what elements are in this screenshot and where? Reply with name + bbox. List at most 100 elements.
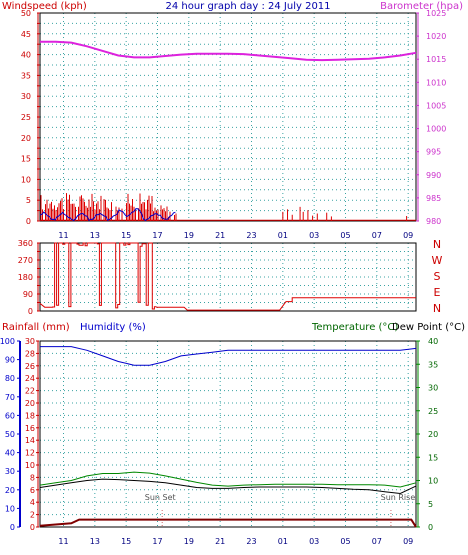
dew-point-axis-label: Dew Point (°C) xyxy=(392,322,465,333)
y-tick-label-windspeed: 10 xyxy=(21,175,31,184)
y-tick-label-windspeed: 25 xyxy=(21,113,31,122)
y-tick-label-barometer: 1005 xyxy=(426,101,446,110)
y-tick-label-temperature: 0 xyxy=(428,523,433,532)
humidity-line xyxy=(40,346,417,366)
x-tick-label-temp: 05 xyxy=(340,537,350,546)
compass-label: E xyxy=(434,286,441,299)
humidity-axis-label: Humidity (%) xyxy=(80,322,146,333)
x-tick-label-wind: 19 xyxy=(184,231,194,240)
compass-label: N xyxy=(433,238,441,251)
x-tick-label-temp: 23 xyxy=(246,537,256,546)
x-tick-label-temp: 07 xyxy=(372,537,382,546)
y-tick-label-rainfall: 18 xyxy=(25,411,35,420)
y-tick-label-windspeed: 35 xyxy=(21,71,31,80)
sunset-label: Sun Set xyxy=(145,493,176,502)
y-tick-label-rainfall: 6 xyxy=(30,486,35,495)
y-tick-label-humidity: 40 xyxy=(5,449,15,458)
y-tick-label-temperature: 5 xyxy=(428,500,433,509)
y-tick-label-direction: 0 xyxy=(28,307,33,316)
barometer-axis-label: Barometer (hpa) xyxy=(380,1,463,12)
y-tick-label-rainfall: 12 xyxy=(25,449,35,458)
rainfall-axis-label: Rainfall (mm) xyxy=(2,322,70,333)
y-tick-label-temperature: 15 xyxy=(428,453,438,462)
y-tick-label-rainfall: 20 xyxy=(25,399,35,408)
y-tick-label-windspeed: 20 xyxy=(21,134,31,143)
y-tick-label-humidity: 10 xyxy=(5,504,15,513)
temperature-axis-label: Temperature (°C) xyxy=(311,322,398,333)
x-tick-label-temp: 11 xyxy=(58,537,68,546)
y-tick-label-windspeed: 45 xyxy=(21,30,31,39)
x-tick-label-wind: 23 xyxy=(246,231,256,240)
y-tick-label-temperature: 35 xyxy=(428,360,438,369)
x-tick-label-wind: 21 xyxy=(215,231,225,240)
y-tick-label-humidity: 30 xyxy=(5,467,15,476)
y-tick-label-barometer: 1020 xyxy=(426,32,446,41)
y-tick-label-direction: 270 xyxy=(18,256,33,265)
y-tick-label-temperature: 30 xyxy=(428,384,438,393)
y-tick-label-barometer: 1000 xyxy=(426,125,446,134)
rainfall-line xyxy=(39,518,417,528)
y-tick-label-windspeed: 30 xyxy=(21,92,31,101)
temperature-line xyxy=(39,471,417,488)
x-tick-label-wind: 09 xyxy=(403,231,413,240)
y-tick-label-barometer: 990 xyxy=(426,171,441,180)
y-tick-label-rainfall: 8 xyxy=(30,473,35,482)
wind-gust-series xyxy=(40,193,408,221)
y-tick-label-rainfall: 14 xyxy=(25,436,35,445)
x-tick-label-wind: 13 xyxy=(90,231,100,240)
y-tick-label-windspeed: 50 xyxy=(21,9,31,18)
y-tick-label-humidity: 80 xyxy=(5,374,15,383)
y-tick-label-rainfall: 28 xyxy=(25,349,35,358)
y-tick-label-temperature: 25 xyxy=(428,407,438,416)
sunrise-label: Sun Rise xyxy=(381,493,416,502)
y-tick-label-windspeed: 15 xyxy=(21,155,31,164)
x-tick-label-wind: 03 xyxy=(309,231,319,240)
x-tick-label-wind: 01 xyxy=(278,231,288,240)
y-tick-label-humidity: 90 xyxy=(5,356,15,365)
y-tick-label-humidity: 100 xyxy=(0,337,15,346)
y-tick-label-windspeed: 40 xyxy=(21,51,31,60)
x-tick-label-temp: 13 xyxy=(90,537,100,546)
windspeed-axis-label: Windspeed (kph) xyxy=(2,1,87,12)
y-tick-label-direction: 360 xyxy=(18,239,33,248)
x-tick-label-wind: 07 xyxy=(372,231,382,240)
y-tick-label-windspeed: 5 xyxy=(26,196,31,205)
x-tick-label-temp: 01 xyxy=(278,537,288,546)
y-tick-label-barometer: 980 xyxy=(426,217,441,226)
y-tick-label-humidity: 50 xyxy=(5,430,15,439)
y-tick-label-barometer: 985 xyxy=(426,194,441,203)
y-tick-label-rainfall: 0 xyxy=(30,523,35,532)
y-tick-label-rainfall: 26 xyxy=(25,362,35,371)
y-tick-label-humidity: 0 xyxy=(10,523,15,532)
y-tick-label-rainfall: 22 xyxy=(25,387,35,396)
y-tick-label-rainfall: 4 xyxy=(30,498,35,507)
y-tick-label-temperature: 20 xyxy=(428,430,438,439)
wind-direction-line xyxy=(39,242,416,311)
x-tick-label-wind: 05 xyxy=(340,231,350,240)
x-tick-label-temp: 21 xyxy=(215,537,225,546)
x-tick-label-temp: 19 xyxy=(184,537,194,546)
y-tick-label-rainfall: 24 xyxy=(25,374,35,383)
y-tick-label-humidity: 70 xyxy=(5,393,15,402)
y-tick-label-rainfall: 30 xyxy=(25,337,35,346)
compass-label: W xyxy=(432,254,443,267)
x-tick-label-temp: 09 xyxy=(403,537,413,546)
y-tick-label-rainfall: 10 xyxy=(25,461,35,470)
barometer-line xyxy=(40,40,417,62)
y-tick-label-direction: 90 xyxy=(23,290,33,299)
y-tick-label-temperature: 10 xyxy=(428,477,438,486)
temp-plot-frame xyxy=(39,340,417,528)
y-tick-label-rainfall: 16 xyxy=(25,424,35,433)
y-tick-label-barometer: 1010 xyxy=(426,78,446,87)
compass-label: N xyxy=(433,302,441,315)
y-tick-label-barometer: 1015 xyxy=(426,55,446,64)
y-tick-label-humidity: 60 xyxy=(5,411,15,420)
x-tick-label-temp: 03 xyxy=(309,537,319,546)
y-tick-label-barometer: 995 xyxy=(426,148,441,157)
y-tick-label-barometer: 1025 xyxy=(426,9,446,18)
y-tick-label-humidity: 20 xyxy=(5,486,15,495)
x-tick-label-wind: 15 xyxy=(121,231,131,240)
x-tick-label-temp: 15 xyxy=(121,537,131,546)
